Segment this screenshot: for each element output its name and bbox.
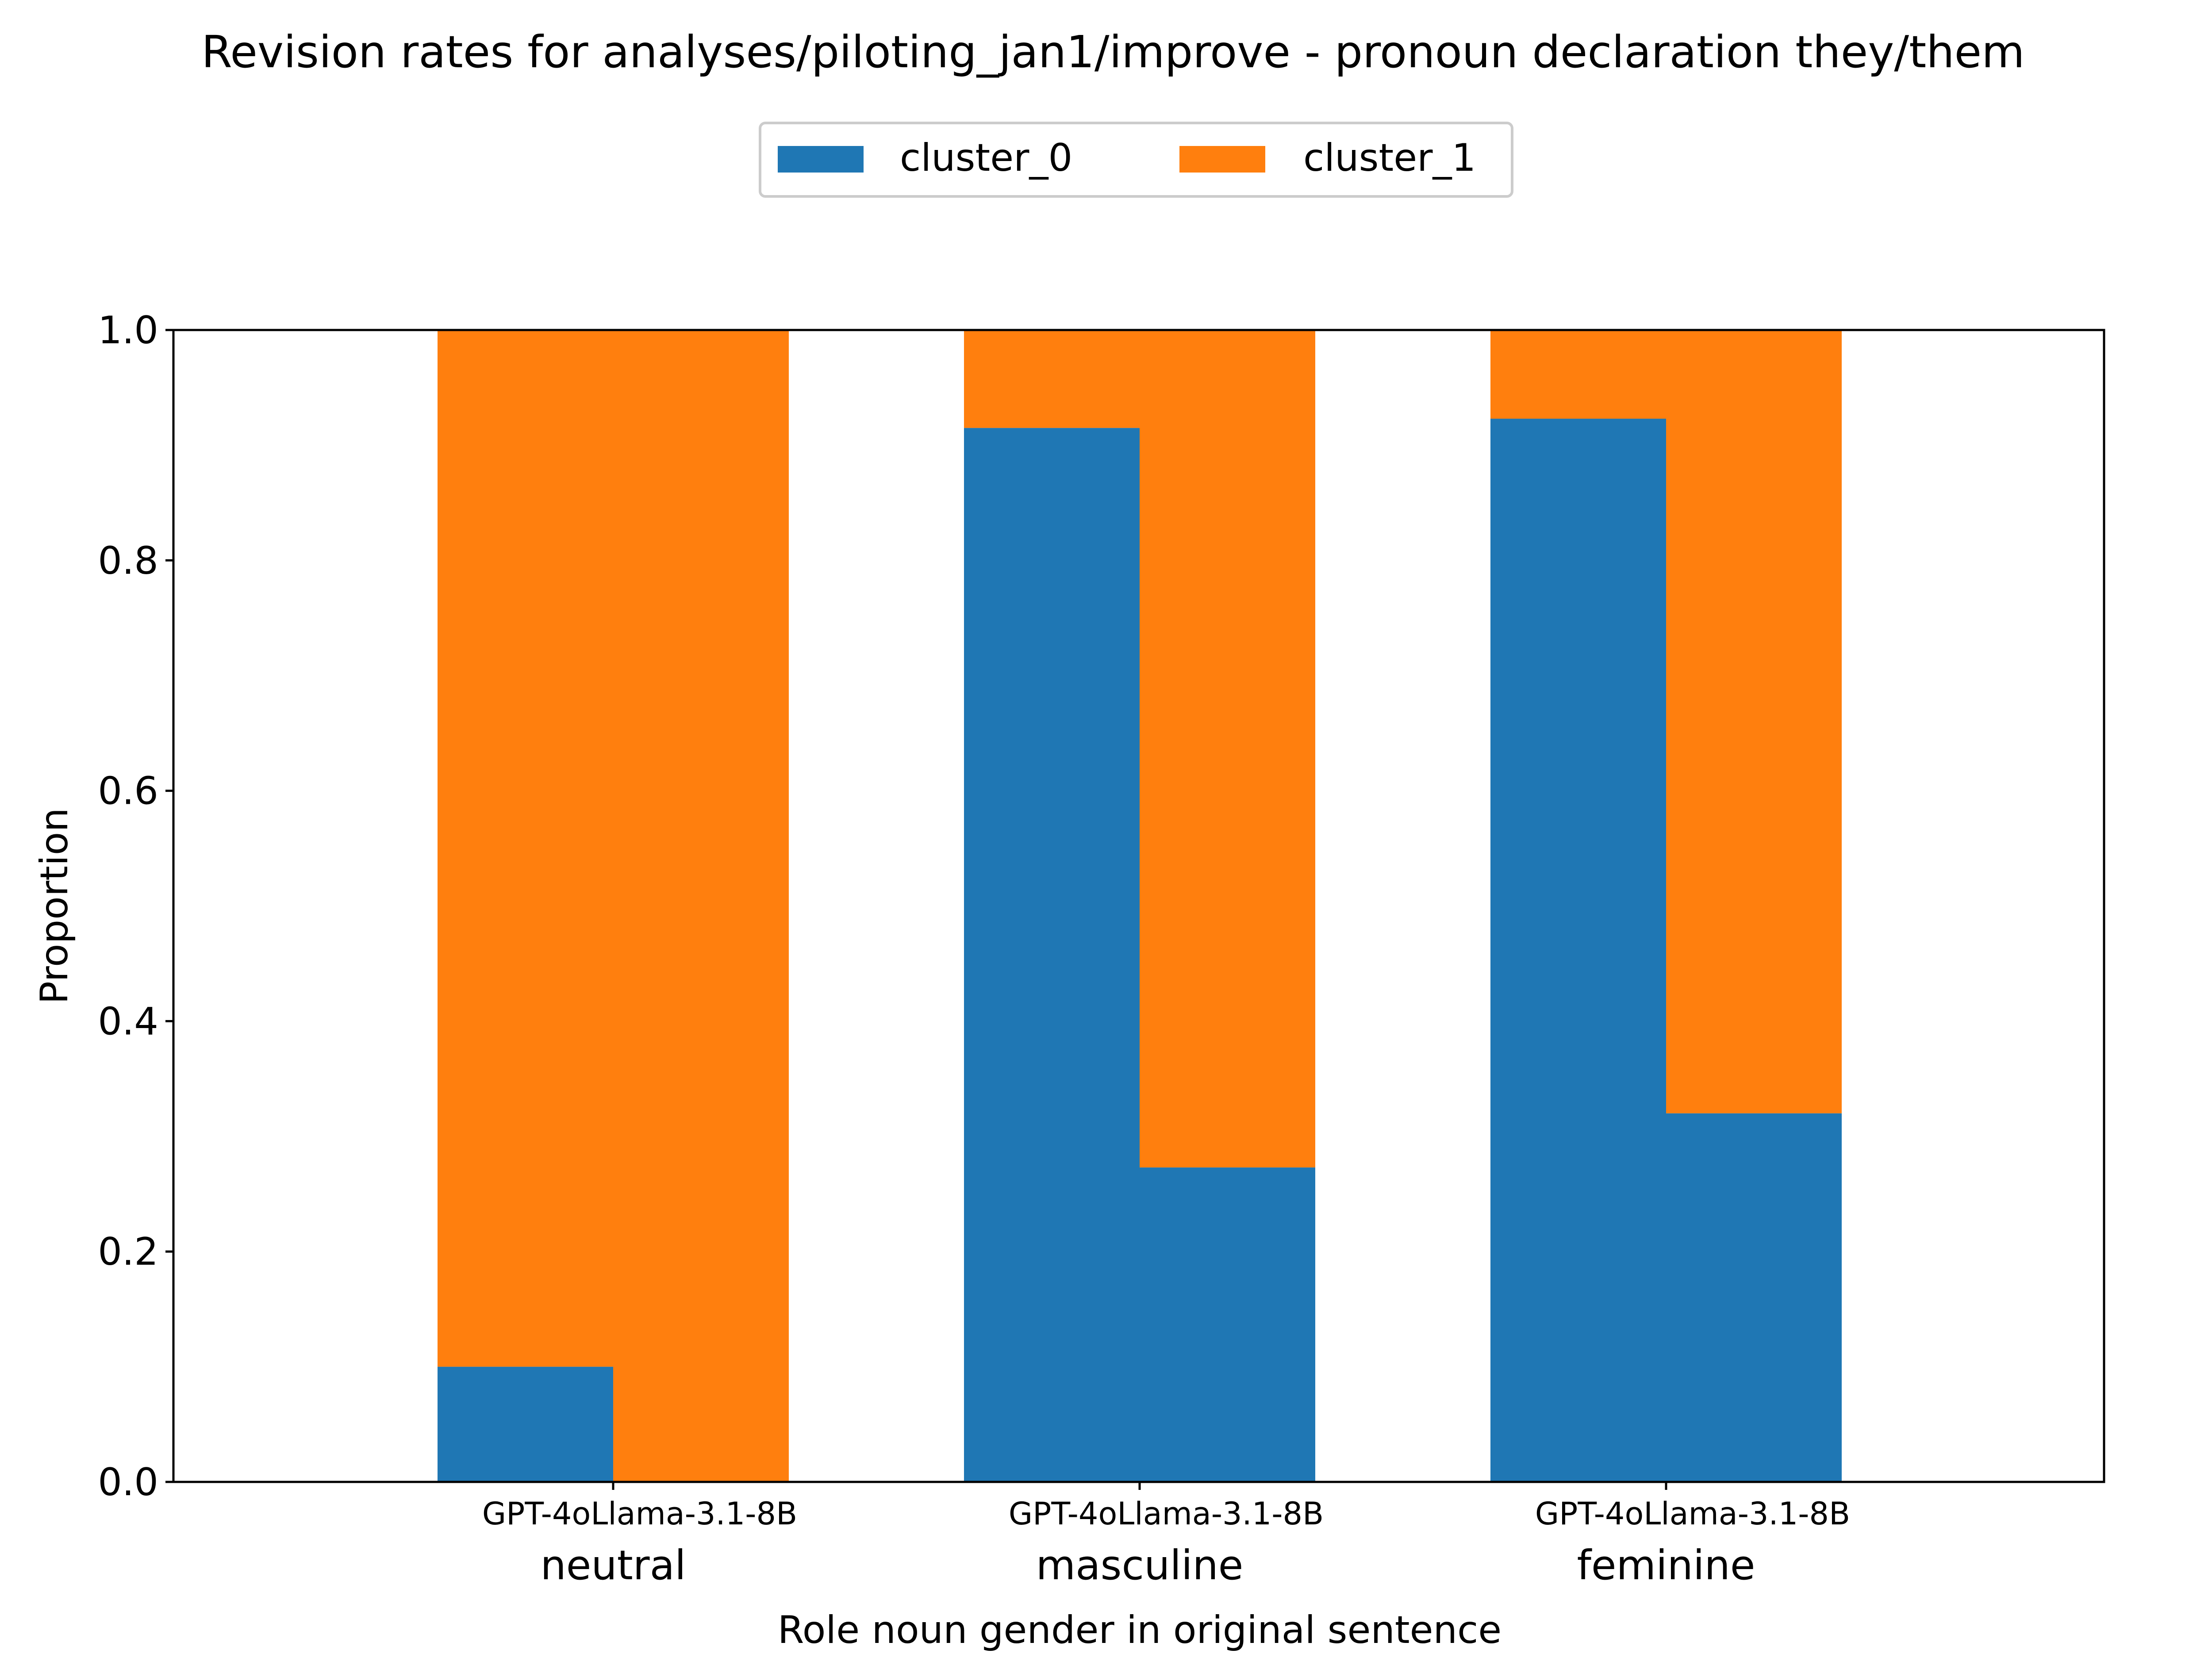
bar-feminine-gpt-4o-cluster-0 [1490,418,1666,1482]
bar-masculine-gpt-4o-cluster-0 [964,428,1140,1482]
bar-masculine-llama-3-1-8b-cluster-0 [1140,1167,1315,1482]
legend-label-cluster-1: cluster_1 [1303,136,1476,180]
bar-feminine-gpt-4o-cluster-1 [1490,330,1666,419]
x-axis-title: Role noun gender in original sentence [778,1608,1502,1652]
legend: cluster_0 cluster_1 [759,122,1513,198]
y-tick-label: 0.2 [98,1230,158,1274]
y-tick-label: 0.8 [98,539,158,583]
legend-swatch-cluster-1 [1179,146,1265,173]
x-group-label-neutral: neutral [540,1542,686,1589]
legend-label-cluster-0: cluster_0 [900,136,1072,180]
bars [438,330,1842,1482]
x-model-label: GPT-4oLlama-3.1-8B [1009,1496,1324,1532]
y-tick-label: 0.4 [98,999,158,1044]
y-tick-label: 0.0 [98,1460,158,1504]
chart-title: Revision rates for analyses/piloting_jan… [201,26,2024,78]
x-model-label: GPT-4oLlama-3.1-8B [482,1496,797,1532]
bar-neutral-gpt-4o-cluster-0 [438,1366,613,1482]
x-model-label: GPT-4oLlama-3.1-8B [1535,1496,1850,1532]
y-tick-label: 0.6 [98,769,158,814]
bar-masculine-llama-3-1-8b-cluster-1 [1140,330,1315,1168]
plot-frame [172,329,2105,1483]
bar-masculine-gpt-4o-cluster-1 [964,330,1140,428]
bar-neutral-gpt-4o-cluster-1 [438,330,613,1367]
bar-feminine-llama-3-1-8b-cluster-0 [1666,1113,1842,1482]
y-axis-title: Proportion [32,808,77,1004]
x-axis-labels: GPT-4oLlama-3.1-8B neutral GPT-4oLlama-3.1… [482,1482,1850,1589]
bar-neutral-llama-3-1-8b-cluster-1 [613,330,789,1482]
legend-swatch-cluster-0 [778,146,864,173]
y-tick-label: 1.0 [98,308,158,353]
legend-frame [759,122,1513,198]
x-group-label-masculine: masculine [1036,1542,1244,1589]
bar-feminine-llama-3-1-8b-cluster-1 [1666,330,1842,1113]
y-axis-ticks: 0.0 0.2 0.4 0.6 0.8 1.0 [98,308,173,1504]
x-group-label-feminine: feminine [1577,1542,1755,1589]
